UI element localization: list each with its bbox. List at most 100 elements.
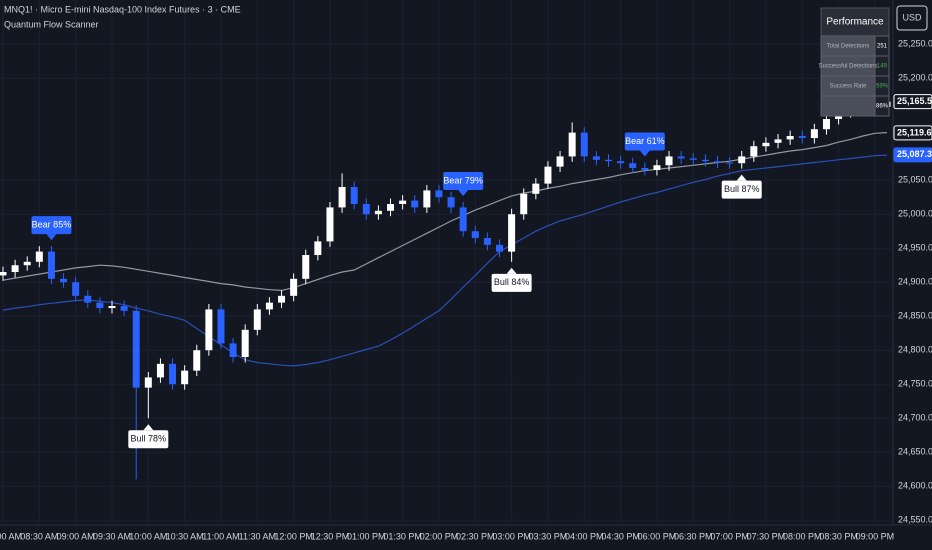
price-marker	[893, 147, 932, 163]
table-value-cell	[874, 95, 890, 117]
y-tick-label: 24,700.00	[898, 413, 932, 423]
candle-body	[205, 309, 213, 351]
candle-body	[84, 295, 92, 303]
candle-body	[750, 146, 758, 157]
x-tick-label: 08:30 AM	[20, 531, 58, 541]
candle-body	[677, 156, 685, 159]
candle-body	[617, 161, 625, 164]
candle-body	[774, 139, 782, 143]
overlay: Bear 85% Bull 78% Bear 79% Bull 84% Bear 61%…	[31, 7, 890, 449]
signal-box	[31, 216, 72, 235]
candle-body	[762, 142, 770, 147]
candle-body	[786, 136, 794, 140]
candle-body	[411, 200, 419, 208]
x-tick-label: 09:00 AM	[57, 531, 95, 541]
candle-body	[362, 204, 370, 215]
candle-body	[738, 156, 746, 164]
currency-button[interactable]	[896, 5, 928, 31]
candle-body	[265, 302, 273, 310]
average-line	[2, 154, 888, 367]
candle-body	[471, 231, 479, 239]
y-tick-label: 24,650.00	[898, 447, 932, 457]
x-tick-label: 09:00 PM	[856, 531, 895, 541]
candle-body	[653, 165, 661, 171]
y-tick-label: 24,600.00	[898, 481, 932, 491]
x-tick-label: 06:00 PM	[638, 531, 677, 541]
candle-body	[169, 363, 177, 385]
signal-label: Bear 61%	[625, 136, 665, 146]
signal-pointer	[506, 267, 517, 274]
y-tick-label: 24,550.00	[898, 515, 932, 525]
candle-body	[387, 204, 395, 211]
x-tick-label: 10:30 AM	[166, 531, 204, 541]
candle-body	[132, 310, 140, 388]
signal-label: Bull 87%	[724, 184, 760, 194]
candle-body	[689, 158, 697, 160]
candle-body	[338, 187, 346, 208]
y-tick-label: 24,950.00	[898, 243, 932, 253]
price-marker-label: 25,119.60	[897, 127, 932, 137]
x-tick-label: 12:00 PM	[274, 531, 313, 541]
table-value: 59%	[876, 84, 889, 90]
candle-body	[459, 207, 467, 232]
candle-body	[374, 210, 382, 215]
candle-body	[629, 163, 637, 168]
table-label: Success Rate	[829, 84, 867, 90]
candle-body	[641, 167, 649, 171]
candle-body	[72, 282, 80, 296]
signal-box	[443, 171, 484, 190]
price-marker	[893, 125, 932, 141]
table-label-cell	[820, 95, 876, 117]
candle-body	[580, 132, 588, 157]
signal-pointer	[143, 424, 154, 431]
candle-body	[520, 193, 528, 215]
signal-label: Bull 78%	[131, 434, 167, 444]
x-tick-label: 11:00 AM	[202, 531, 239, 541]
candle-body	[120, 306, 128, 311]
candle-body	[241, 329, 249, 358]
table-title: Performance	[826, 17, 884, 28]
candle-body	[798, 136, 806, 139]
candle-body	[253, 309, 261, 330]
candle-body	[108, 306, 116, 309]
candle-body	[423, 190, 431, 208]
table-value: 251	[877, 44, 888, 50]
indicator-name: Quantum Flow Scanner	[4, 19, 99, 29]
candle-body	[278, 295, 286, 303]
candle-body	[810, 129, 818, 139]
table-value: 149	[877, 64, 888, 70]
candle-body	[447, 197, 455, 208]
candle-body	[217, 309, 225, 344]
y-tick-label: 24,750.00	[898, 379, 932, 389]
y-tick-label: 25,000.00	[898, 209, 932, 219]
candle-body	[568, 132, 576, 157]
candle-body	[229, 343, 237, 358]
candle-body	[60, 278, 68, 283]
table-label: Successful Detections	[818, 64, 877, 70]
table-value: 86%	[876, 104, 889, 110]
candle-body	[556, 156, 564, 167]
x-tick-label: 01:30 PM	[383, 531, 422, 541]
signal-label: Bear 79%	[443, 175, 483, 185]
y-tick-label: 24,800.00	[898, 345, 932, 355]
candle-body	[399, 200, 407, 205]
y-tick-label: 24,850.00	[898, 311, 932, 321]
price-marker-label: 25,087.33	[897, 149, 932, 159]
x-tick-label: 08:00 PM	[783, 531, 822, 541]
table-label: Total Detections	[827, 44, 870, 50]
x-tick-label: 11:30 AM	[239, 531, 276, 541]
candle-body	[0, 272, 7, 276]
currency[interactable]: USD	[902, 12, 922, 22]
x-tick-label: 03:30 PM	[529, 531, 568, 541]
candle-body	[193, 350, 201, 371]
candle-body	[96, 302, 104, 309]
x-tick-label: 08:30 PM	[819, 531, 858, 541]
x-tick-label: 10:00 AM	[129, 531, 167, 541]
candle-body	[713, 161, 721, 163]
x-tick-label: 06:30 PM	[674, 531, 713, 541]
candle-body	[290, 278, 298, 296]
x-tick-label: 03:00 PM	[492, 531, 531, 541]
candle-body	[11, 265, 19, 273]
